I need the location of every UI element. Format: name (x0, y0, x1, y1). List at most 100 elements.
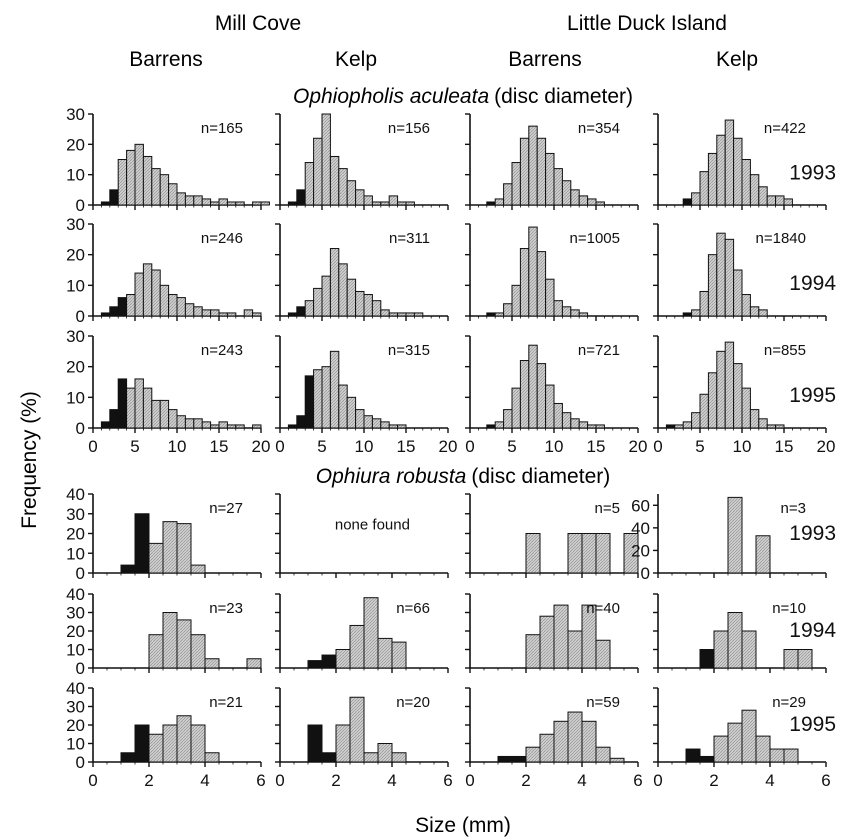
y-tick-label: 10 (66, 735, 85, 754)
bar (699, 393, 709, 429)
bar (741, 159, 751, 206)
bar (553, 168, 563, 206)
bar (335, 649, 351, 669)
bar (519, 360, 530, 429)
n-label: n=855 (764, 342, 806, 359)
species-label-ophiopholis: Ophiopholis aculeata (disc diameter) (293, 85, 633, 108)
bar (525, 634, 541, 669)
y-tick-label: 0 (76, 196, 85, 215)
bar-dark (304, 375, 315, 429)
x-tick-label: 6 (633, 771, 642, 790)
bar-dark (100, 201, 111, 206)
y-tick-label: 30 (66, 105, 85, 124)
bar (595, 424, 605, 429)
x-tick-label: 20 (439, 437, 458, 456)
bar (363, 195, 373, 206)
bar-dark (486, 312, 496, 317)
panel-0-1995-1: 0 5 10 15 20 n=315 (275, 335, 458, 456)
bar (218, 312, 228, 317)
y-tick-label: 30 (66, 327, 85, 346)
panel-0-1993-0: 0 10 20 30 n=165 (66, 105, 270, 215)
y-tick-label: 20 (66, 358, 85, 377)
bar-dark (682, 312, 693, 317)
y-tick-label: 60 (631, 496, 650, 515)
bar (511, 387, 521, 429)
n-label: n=59 (586, 694, 620, 711)
bar (151, 168, 161, 206)
species-name-ophiura: Ophiura robusta (316, 465, 467, 488)
habitat-label-ldi-barrens: Barrens (508, 48, 582, 71)
none-found-label: none found (335, 517, 410, 534)
bar (162, 521, 178, 574)
y-tick-label: 20 (66, 135, 85, 154)
bar (380, 421, 390, 429)
bar (691, 309, 701, 317)
bar (201, 309, 212, 317)
n-label: n=40 (586, 600, 620, 617)
bar (190, 724, 206, 763)
bar (741, 294, 751, 317)
n-label: n=21 (209, 694, 243, 711)
x-tick-label: 5 (507, 437, 516, 456)
bar-dark (486, 201, 496, 206)
bar (338, 384, 348, 429)
panel-1-1994-2: n=40 (465, 593, 639, 673)
bar (210, 309, 220, 317)
bar (570, 309, 580, 317)
bar (494, 312, 505, 317)
panel-0-1993-1: n=156 (275, 113, 449, 210)
bar (204, 752, 220, 763)
panel-0-1995-2: 0 5 10 15 20 n=721 (465, 335, 647, 456)
bar-dark (307, 724, 323, 763)
bar-dark (117, 297, 128, 317)
n-label: n=156 (388, 120, 430, 137)
bar-dark (682, 198, 693, 206)
bar-dark (307, 660, 323, 669)
bar (755, 535, 771, 574)
bar-dark (287, 201, 298, 206)
panel-1-1995-1: 0 2 4 6 n=20 (275, 687, 453, 790)
bar (235, 424, 245, 429)
bar (758, 309, 768, 317)
bar (758, 418, 768, 429)
species-name-ophiopholis: Ophiopholis aculeata (293, 85, 489, 108)
bar (363, 597, 379, 669)
bar (397, 312, 407, 317)
n-label: n=246 (201, 230, 243, 247)
bar (727, 496, 743, 574)
bar (536, 251, 547, 317)
bar (329, 155, 340, 206)
bar (371, 201, 382, 206)
y-tick-label: 40 (66, 679, 85, 698)
panel-0-1993-2: n=354 (465, 113, 639, 210)
bar (346, 180, 357, 206)
y-tick-label: 10 (66, 276, 85, 295)
y-tick-label: 0 (76, 753, 85, 772)
bar-dark (486, 424, 496, 429)
y-tick-label: 20 (631, 541, 650, 560)
bar-dark (296, 306, 306, 317)
bar (766, 195, 777, 206)
x-tick-label: 6 (256, 771, 265, 790)
bar (724, 119, 735, 206)
bar-dark (287, 424, 298, 429)
y-tick-label: 30 (66, 215, 85, 234)
x-tick-label: 2 (709, 771, 718, 790)
bar (142, 263, 153, 317)
y-tick-label: 0 (76, 659, 85, 678)
species-suffix-ophiura: (disc diameter) (471, 465, 610, 488)
x-tick-label: 5 (695, 437, 704, 456)
bar (511, 162, 521, 206)
bar (134, 378, 144, 429)
bar (162, 612, 178, 669)
bar (713, 630, 729, 669)
n-label: n=5 (595, 500, 620, 517)
bar (159, 174, 170, 206)
bar (581, 720, 597, 763)
bar (201, 421, 212, 429)
bar (184, 418, 195, 429)
species-suffix-ophiopholis: (disc diameter) (494, 85, 633, 108)
bar-dark (109, 409, 119, 429)
bar (783, 649, 799, 669)
bar (355, 189, 365, 206)
